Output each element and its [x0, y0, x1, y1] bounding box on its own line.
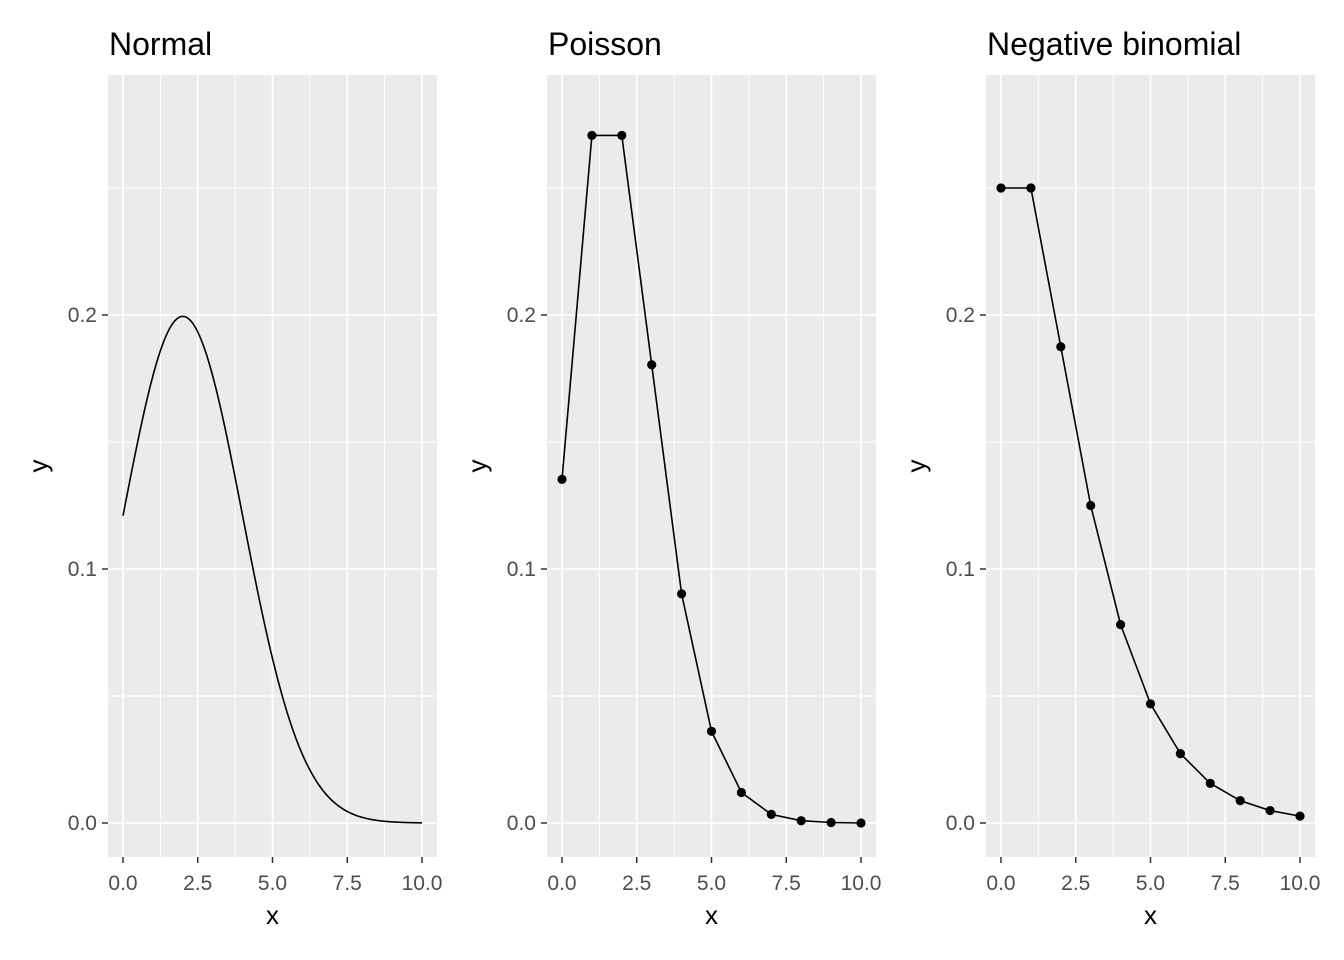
negative-binomial-data-point	[1086, 500, 1096, 511]
poisson-y-axis-title: y	[462, 460, 492, 473]
normal-series-line	[122, 315, 423, 824]
normal-plot-title: Normal	[109, 26, 212, 62]
poisson-data-point	[617, 130, 627, 141]
negative-binomial-data-point	[996, 183, 1006, 193]
negative-binomial-data-point	[1175, 749, 1185, 759]
normal-x-tick-label: 10.0	[402, 872, 443, 895]
negative-binomial-y-tick-label: 0.1	[946, 558, 975, 581]
negative-binomial-x-tick-label: 10.0	[1280, 872, 1321, 895]
negative-binomial-plot-title: Negative binomial	[987, 26, 1241, 62]
normal-x-tick-label: 5.0	[258, 872, 287, 895]
normal-x-axis-title: x	[266, 900, 279, 930]
poisson-x-tick-label: 2.5	[622, 872, 651, 895]
normal-y-tick-label: 0.2	[68, 304, 97, 327]
negative-binomial-x-tick-label: 2.5	[1061, 872, 1090, 895]
negative-binomial-data-point	[1116, 620, 1126, 630]
negative-binomial-x-tick-label: 7.5	[1211, 872, 1240, 895]
poisson-data-point	[796, 816, 806, 826]
negative-binomial-y-tick-label: 0.2	[946, 304, 975, 327]
poisson-x-tick-label: 0.0	[547, 872, 576, 895]
poisson-data-point	[826, 817, 836, 828]
normal-y-tick-label: 0.1	[68, 558, 97, 581]
poisson-data-point	[647, 360, 657, 370]
negative-binomial-data-point	[1205, 778, 1215, 788]
negative-binomial-x-tick-label: 0.0	[986, 872, 1015, 895]
poisson-x-tick-label: 10.0	[841, 872, 882, 895]
poisson-data-point	[736, 787, 747, 798]
negative-binomial-y-axis-title: y	[901, 460, 931, 473]
negative-binomial-data-point	[1235, 796, 1245, 806]
poisson-y-tick-label: 0.1	[507, 558, 536, 581]
poisson-data-point	[557, 474, 567, 484]
poisson-data-point	[587, 130, 597, 141]
negative-binomial-x-axis-title: x	[1144, 900, 1157, 930]
poisson-x-axis-title: x	[705, 900, 718, 930]
panel-poisson: 0.0 2.5 5.0 7.5 10.0 0.0 0.1 0.2 x y Poisson	[462, 26, 881, 930]
normal-y-tick-label: 0.0	[68, 812, 97, 835]
panel-normal: 0.0 2.5 5.0 7.5 10.0 0.0 0.1 0.2 x y Normal	[23, 26, 442, 930]
poisson-data-point	[677, 589, 687, 599]
poisson-data-point	[856, 818, 866, 828]
negative-binomial-data-point	[1265, 805, 1275, 816]
negative-binomial-data-point	[1295, 811, 1305, 821]
negative-binomial-y-tick-label: 0.0	[946, 812, 975, 835]
poisson-data-point	[766, 809, 776, 819]
poisson-plot-title: Poisson	[548, 26, 662, 62]
poisson-y-tick-label: 0.2	[507, 304, 536, 327]
panel-negative-binomial: 0.0 2.5 5.0 7.5 10.0 0.0 0.1 0.2 x y Negative bino…	[901, 26, 1320, 930]
normal-x-tick-label: 0.0	[108, 872, 137, 895]
negative-binomial-data-point	[1145, 699, 1156, 709]
negative-binomial-data-point	[1056, 342, 1066, 352]
poisson-x-tick-label: 7.5	[772, 872, 801, 895]
normal-y-axis-title: y	[23, 460, 53, 473]
normal-x-tick-label: 2.5	[183, 872, 212, 895]
normal-x-tick-label: 7.5	[333, 872, 362, 895]
negative-binomial-x-tick-label: 5.0	[1136, 872, 1165, 895]
poisson-y-tick-label: 0.0	[507, 812, 536, 835]
poisson-data-point	[706, 726, 717, 736]
negative-binomial-data-point	[1026, 183, 1036, 193]
poisson-x-tick-label: 5.0	[697, 872, 726, 895]
